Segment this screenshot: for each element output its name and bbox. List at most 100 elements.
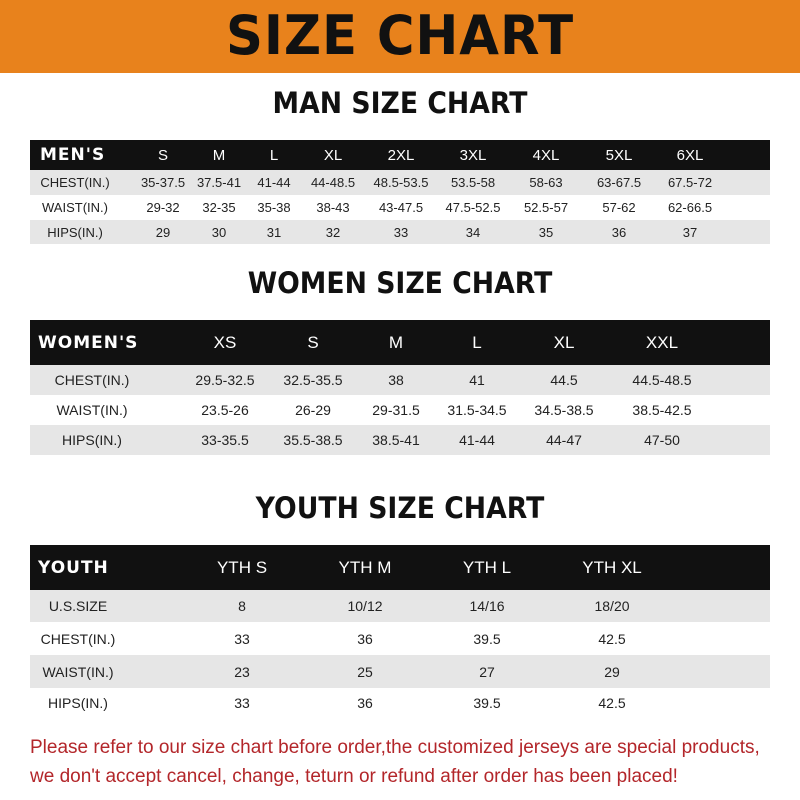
table-row: HIPS(IN.) 33-35.5 35.5-38.5 38.5-41 41-44 44-… [30, 425, 770, 455]
table-cell: 63-67.5 [596, 175, 642, 190]
table-cell: 27 [479, 663, 495, 680]
table-cell: 33 [393, 224, 409, 240]
size-header: L [269, 146, 279, 164]
size-header: XS [213, 332, 237, 352]
table-cell: 29 [604, 663, 620, 680]
table-row: HIPS(IN.) 29 30 31 32 33 34 35 36 37 [30, 220, 770, 244]
table-cell: 31 [266, 224, 282, 240]
table-cell: 38-43 [316, 200, 350, 215]
row-label: U.S.SIZE [48, 598, 108, 614]
table-cell: 58-63 [529, 175, 563, 190]
notice-line-1: Please refer to our size chart before or… [30, 737, 760, 758]
table-cell: 35 [538, 224, 554, 240]
table-row: WAIST(IN.) 23.5-26 26-29 29-31.5 31.5-34.5 34… [30, 395, 770, 425]
row-label: CHEST(IN.) [40, 175, 110, 190]
size-header: L [472, 332, 482, 352]
table-cell: 18/20 [594, 598, 630, 614]
row-label: HIPS(IN.) [48, 695, 108, 711]
youth-section-title: YOUTH SIZE CHART [255, 491, 545, 525]
table-cell: 34.5-38.5 [534, 402, 594, 418]
table-cell: 26-29 [295, 402, 331, 418]
size-header: 2XL [387, 146, 415, 164]
table-cell: 42.5 [598, 630, 626, 647]
table-cell: 35-37.5 [140, 175, 186, 190]
table-label: MEN'S [40, 145, 106, 165]
table-cell: 36 [357, 630, 373, 647]
table-cell: 25 [357, 663, 373, 680]
table-cell: 38.5-41 [372, 432, 420, 448]
table-cell: 36 [357, 695, 373, 711]
table-cell: 41-44 [257, 175, 291, 190]
table-cell: 33 [234, 695, 250, 711]
size-header: 6XL [676, 146, 704, 164]
table-cell: 44.5 [550, 372, 578, 388]
table-row: WAIST(IN.) 23 25 27 29 [30, 655, 770, 688]
notice-line-2: we don't accept cancel, change, teturn o… [30, 766, 678, 787]
table-cell: 47-50 [644, 432, 680, 448]
table-cell: 33-35.5 [201, 432, 249, 448]
size-header: M [388, 332, 404, 352]
table-cell: 67.5-72 [667, 175, 713, 190]
size-header: M [212, 146, 226, 164]
size-header: S [157, 146, 169, 164]
table-cell: 48.5-53.5 [373, 175, 429, 190]
table-label: YOUTH [38, 557, 109, 578]
table-cell: 41-44 [459, 432, 495, 448]
table-cell: 44-48.5 [310, 175, 356, 190]
table-cell: 37.5-41 [196, 175, 242, 190]
table-cell: 44-47 [546, 432, 582, 448]
table-row: U.S.SIZE 8 10/12 14/16 18/20 [30, 590, 770, 622]
table-cell: 37 [682, 224, 698, 240]
table-cell: 44.5-48.5 [632, 372, 692, 388]
table-cell: 35.5-38.5 [283, 432, 343, 448]
table-cell: 43-47.5 [378, 200, 424, 215]
size-header: YTH L [462, 557, 512, 577]
table-cell: 52.5-57 [523, 200, 569, 215]
order-notice: Please refer to our size chart before or… [30, 733, 790, 791]
size-header: XL [323, 146, 343, 164]
table-cell: 29 [155, 224, 171, 240]
size-header: 4XL [532, 146, 560, 164]
table-cell: 32 [325, 224, 341, 240]
table-cell: 14/16 [469, 598, 505, 614]
table-cell: 53.5-58 [450, 175, 496, 190]
row-label: CHEST(IN.) [40, 630, 116, 647]
size-header: XL [553, 332, 575, 352]
table-cell: 36 [611, 224, 627, 240]
row-label: WAIST(IN.) [42, 663, 114, 680]
size-header: XXL [645, 332, 679, 352]
size-header: YTH S [216, 557, 268, 577]
row-label: HIPS(IN.) [47, 224, 103, 240]
table-row: HIPS(IN.) 33 36 39.5 42.5 [30, 688, 770, 718]
table-cell: 57-62 [602, 200, 636, 215]
table-cell: 33 [234, 630, 250, 647]
table-cell: 23.5-26 [201, 402, 249, 418]
table-cell: 8 [238, 598, 246, 614]
table-row: WAIST(IN.) 29-32 32-35 35-38 38-43 43-47.5 47.… [30, 195, 770, 220]
table-cell: 34 [465, 224, 481, 240]
size-header: S [307, 332, 319, 352]
size-header: 3XL [459, 146, 487, 164]
table-cell: 35-38 [257, 200, 291, 215]
row-label: WAIST(IN.) [56, 402, 128, 418]
table-row: CHEST(IN.) 29.5-32.5 32.5-35.5 38 41 44.5 44.5… [30, 365, 770, 395]
header-row: MEN'S S M L XL 2XL 3XL 4XL 5XL 6XL [30, 140, 770, 170]
table-cell: 29-31.5 [372, 402, 420, 418]
table-cell: 42.5 [598, 695, 626, 711]
size-header: 5XL [605, 146, 633, 164]
table-cell: 29.5-32.5 [195, 372, 255, 388]
row-label: WAIST(IN.) [42, 200, 108, 215]
table-cell: 38 [388, 372, 404, 388]
table-cell: 32.5-35.5 [283, 372, 343, 388]
table-cell: 31.5-34.5 [447, 402, 507, 418]
table-cell: 30 [211, 224, 227, 240]
table-row: CHEST(IN.) 33 36 39.5 42.5 [30, 622, 770, 655]
table-cell: 32-35 [202, 200, 236, 215]
row-label: HIPS(IN.) [62, 432, 122, 448]
table-cell: 10/12 [347, 598, 383, 614]
banner-title: SIZE CHART [225, 4, 575, 67]
table-cell: 39.5 [473, 695, 501, 711]
men-section-title: MAN SIZE CHART [272, 86, 528, 120]
table-cell: 38.5-42.5 [632, 402, 692, 418]
header-row: YOUTH YTH S YTH M YTH L YTH XL [30, 545, 770, 590]
